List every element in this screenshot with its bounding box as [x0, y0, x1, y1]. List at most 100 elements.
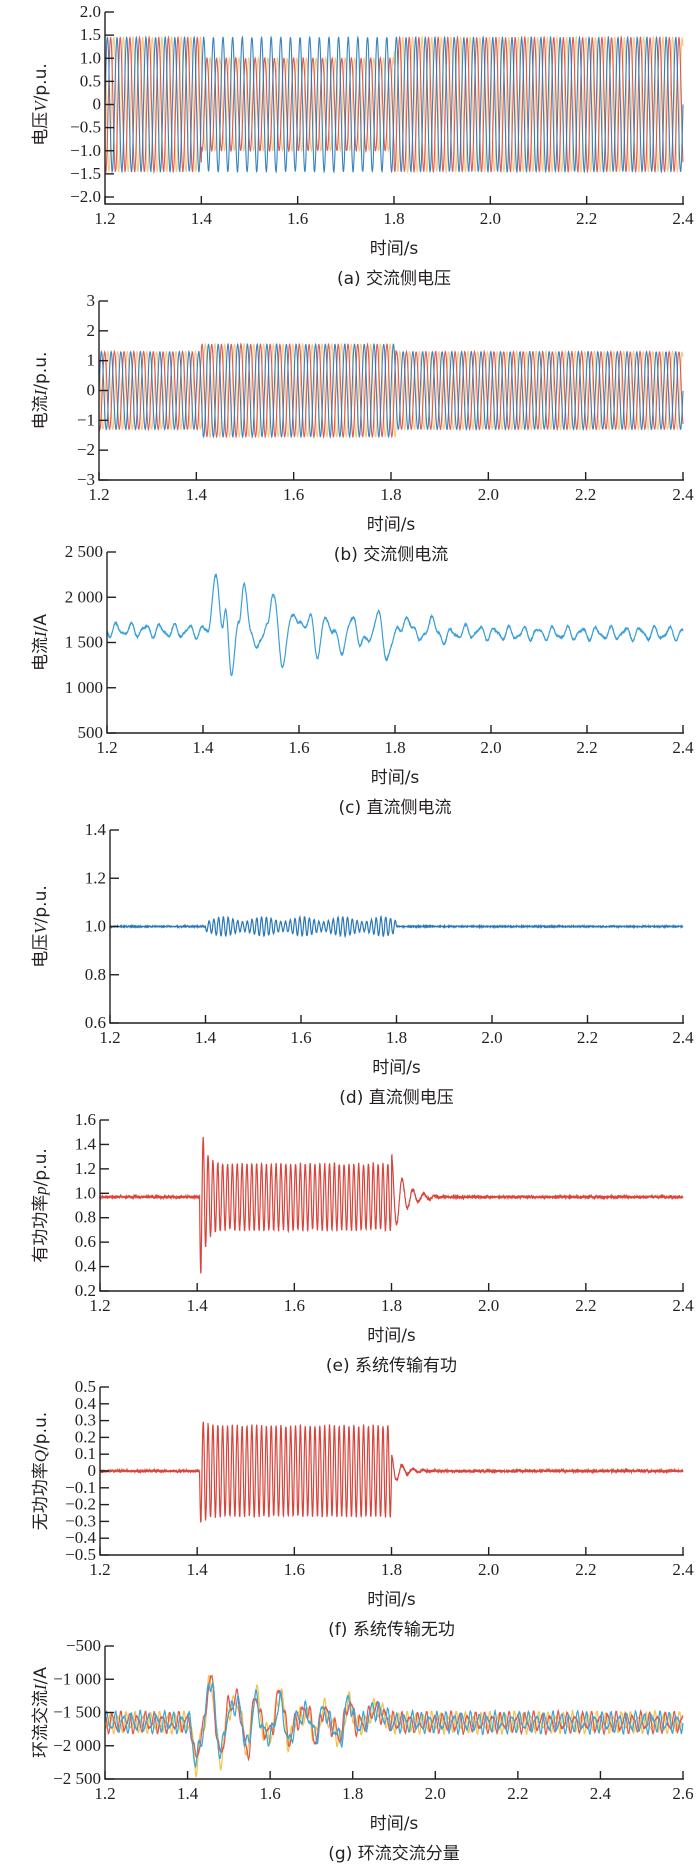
x-tick-label: 1.2: [88, 485, 109, 504]
x-tick-label: 1.2: [96, 738, 117, 757]
y-axis-label-unit: /p.u.: [31, 63, 51, 101]
y-tick-label: 2 500: [65, 542, 103, 561]
y-axis-label-prefix: 电压: [31, 934, 51, 968]
y-tick-label: 1.0: [85, 917, 106, 936]
x-tick-label: 2.2: [575, 1560, 596, 1579]
y-tick-label: −500: [66, 1636, 101, 1655]
x-tick-label: 1.2: [94, 1784, 115, 1803]
x-tick-label: 2.0: [480, 209, 501, 228]
x-axis-label: 时间/s: [367, 1326, 416, 1346]
y-tick-label: −1.5: [70, 164, 101, 183]
y-tick-label: 0.2: [75, 1427, 96, 1446]
y-tick-label: −0.5: [70, 118, 101, 137]
y-axis-label: 电流I/A: [31, 614, 51, 671]
x-axis-label: 时间/s: [370, 1814, 419, 1834]
y-tick-label: −1.0: [70, 141, 101, 160]
y-tick-label: 0: [88, 1461, 97, 1480]
y-tick-label: −0.4: [65, 1528, 96, 1547]
x-tick-label: 1.6: [288, 738, 309, 757]
y-axis-label: 无功功率Q/p.u.: [31, 1412, 51, 1530]
series-line-circulating-b: [104, 1674, 684, 1762]
y-tick-label: −1 000: [53, 1669, 101, 1688]
axes-frame: [106, 552, 684, 734]
y-tick-label: −2 500: [53, 1769, 101, 1788]
y-tick-label: 1 000: [65, 678, 103, 697]
subplot-caption: (c) 直流侧电流: [338, 798, 451, 818]
subplot-e: 1.61.41.21.00.80.60.40.21.2 1.4 1.6 1.8 2.0 2…: [31, 1110, 694, 1376]
y-axis-label: 有功功率p/p.u.: [31, 1148, 51, 1263]
y-tick-label: −2 000: [53, 1736, 101, 1755]
y-axis-label: 电压V/p.u.: [31, 885, 51, 968]
x-tick-label: 1.6: [287, 209, 308, 228]
series-line-reactive-power: [99, 1421, 684, 1523]
x-tick-label: 1.4: [191, 209, 213, 228]
y-axis-label-var: V: [31, 921, 50, 934]
y-axis-label-unit: /A: [31, 1667, 51, 1685]
y-tick-label: 1.4: [85, 820, 107, 839]
series-line-phase-a: [104, 35, 684, 174]
y-axis-label-var: p: [31, 1186, 50, 1196]
y-axis-label-unit: /p.u.: [31, 1148, 51, 1186]
series-line-phase-a: [98, 342, 684, 439]
x-tick-label: 2.4: [672, 1296, 694, 1315]
x-tick-label: 1.6: [290, 1028, 311, 1047]
series-line-circulating-c: [104, 1681, 684, 1769]
x-tick-label: 2.6: [672, 1784, 693, 1803]
x-tick-label: 2.0: [425, 1784, 446, 1803]
x-tick-label: 2.4: [590, 1784, 612, 1803]
x-tick-label: 2.0: [478, 1560, 499, 1579]
x-tick-label: 2.0: [481, 1028, 502, 1047]
y-axis-label: 电流I/p.u.: [31, 352, 51, 430]
x-tick-label: 1.2: [94, 209, 115, 228]
y-tick-label: 0.4: [75, 1394, 97, 1413]
series-line-phase-c: [104, 34, 684, 174]
y-tick-label: −0.5: [65, 1545, 96, 1564]
x-tick-label: 2.4: [672, 738, 694, 757]
x-axis-label: 时间/s: [367, 515, 416, 535]
x-tick-label: 1.8: [381, 1296, 402, 1315]
x-tick-label: 1.6: [283, 485, 304, 504]
y-tick-label: 0.5: [75, 1377, 96, 1396]
y-tick-label: 0.6: [75, 1232, 96, 1251]
y-tick-label: 1.2: [85, 868, 106, 887]
y-axis-label-unit: /p.u.: [31, 885, 51, 923]
x-tick-label: 1.2: [99, 1028, 120, 1047]
x-tick-label: 1.8: [380, 485, 401, 504]
y-tick-label: 0.8: [85, 965, 106, 984]
y-tick-label: −2.0: [70, 187, 101, 206]
y-tick-label: −1: [77, 410, 95, 429]
y-tick-label: 1: [87, 351, 96, 370]
x-tick-label: 2.2: [576, 738, 597, 757]
y-tick-label: −0.3: [65, 1511, 96, 1530]
y-axis-label-var: V: [31, 99, 50, 112]
y-tick-label: 0.3: [75, 1411, 96, 1430]
y-tick-label: 0.4: [75, 1257, 97, 1276]
subplot-caption: (e) 系统传输有功: [326, 1356, 457, 1376]
y-tick-label: 0.8: [75, 1208, 96, 1227]
y-axis-label-var: I: [31, 388, 50, 396]
y-tick-label: 1.5: [80, 25, 101, 44]
subplot-caption: (f) 系统传输无功: [328, 1620, 455, 1640]
y-axis-label: 环流交流I/A: [31, 1667, 51, 1758]
y-tick-label: 2 000: [65, 587, 103, 606]
y-axis-label-unit: /p.u.: [31, 1412, 51, 1450]
x-axis-label: 时间/s: [370, 239, 419, 259]
y-tick-label: −2: [77, 440, 95, 459]
y-axis-label-prefix: 电流: [31, 637, 51, 671]
y-axis-label-var: Q: [31, 1450, 50, 1462]
y-axis-label-prefix: 环流交流: [31, 1690, 51, 1758]
subplot-d: 1.41.21.00.80.61.2 1.4 1.6 1.8 2.0 2.2 2.4时间/s…: [31, 820, 694, 1108]
y-tick-label: 1.6: [75, 1110, 96, 1129]
axes-frame: [99, 1120, 684, 1292]
y-axis-label-prefix: 有功功率: [31, 1195, 51, 1263]
x-tick-label: 2.0: [478, 1296, 499, 1315]
subplot-b: 3 2 1 0 −1 −2 −31.2 1.4 1.6 1.8 2.0 2.2 2.4 时间/s (b) 交…: [31, 291, 694, 565]
x-tick-label: 1.6: [260, 1784, 281, 1803]
subplot-caption: (b) 交流侧电流: [334, 545, 448, 565]
y-axis-label-prefix: 无功功率: [31, 1462, 51, 1530]
y-tick-label: 1.0: [80, 48, 101, 67]
y-axis-label-unit: /p.u.: [31, 352, 51, 390]
y-tick-label: 0.1: [75, 1444, 96, 1463]
y-tick-label: 0: [93, 95, 102, 114]
x-tick-label: 1.2: [89, 1560, 110, 1579]
